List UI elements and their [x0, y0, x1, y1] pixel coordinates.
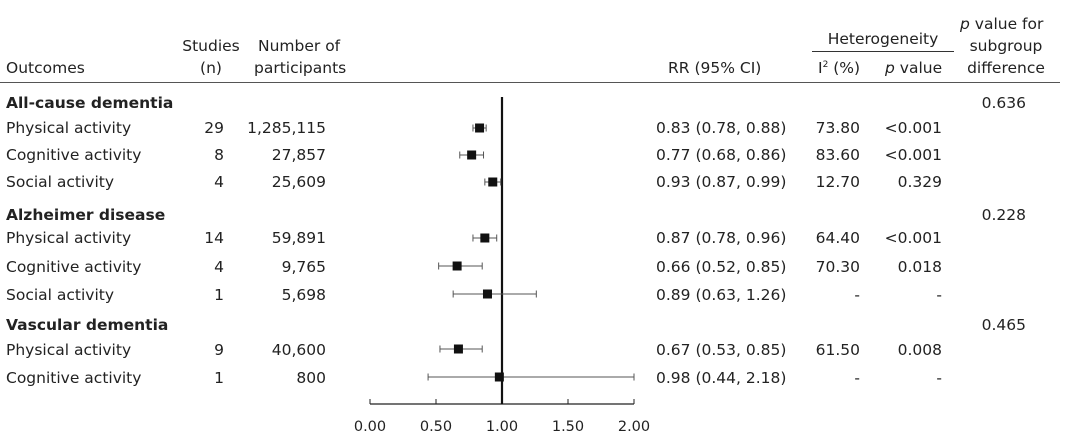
point-estimate	[488, 177, 498, 187]
row-participants: 40,600	[271, 341, 326, 359]
row-label: Social activity	[6, 286, 115, 304]
row-rr: 0.77 (0.68, 0.86)	[656, 146, 787, 164]
header-studies: Studies	[182, 37, 240, 55]
row-studies: 1	[214, 286, 224, 304]
row-rr: 0.66 (0.52, 0.85)	[656, 258, 787, 276]
row-participants: 27,857	[271, 146, 326, 164]
point-estimate	[494, 372, 504, 382]
row-i2: -	[854, 369, 860, 387]
row-i2: 83.60	[815, 146, 860, 164]
group-title: Vascular dementia	[6, 316, 169, 334]
row-label: Social activity	[6, 173, 115, 191]
row-label: Physical activity	[6, 119, 132, 137]
row-studies: 4	[214, 258, 224, 276]
row-participants: 5,698	[281, 286, 326, 304]
row-rr: 0.67 (0.53, 0.85)	[656, 341, 787, 359]
row-participants: 9,765	[281, 258, 326, 276]
group-subgroup-p: 0.465	[981, 316, 1026, 334]
row-studies: 8	[214, 146, 224, 164]
point-estimate	[467, 150, 477, 160]
row-rr: 0.93 (0.87, 0.99)	[656, 173, 787, 191]
row-studies: 29	[204, 119, 224, 137]
row-studies: 14	[204, 229, 224, 247]
group-title: Alzheimer disease	[6, 206, 166, 224]
row-participants: 25,609	[271, 173, 326, 191]
header-subgroup-2: subgroup	[969, 37, 1043, 55]
row-studies: 4	[214, 173, 224, 191]
header-p-value: p value	[885, 59, 943, 77]
x-tick-label: 1.00	[486, 419, 518, 435]
header-subgroup-1: p value for	[960, 15, 1044, 33]
point-estimate	[480, 233, 490, 243]
row-p: <0.001	[884, 146, 942, 164]
header-i2: I2 (%)	[818, 59, 861, 77]
header-participants-2: participants	[254, 59, 347, 77]
x-tick-label: 2.00	[618, 419, 650, 435]
row-label: Cognitive activity	[6, 369, 142, 387]
group-subgroup-p: 0.636	[981, 94, 1026, 112]
row-i2: 70.30	[815, 258, 860, 276]
row-participants: 59,891	[271, 229, 326, 247]
row-studies: 1	[214, 369, 224, 387]
header-studies-n: (n)	[200, 59, 222, 77]
point-estimate	[482, 289, 492, 299]
row-p: -	[936, 286, 942, 304]
row-p: 0.018	[897, 258, 942, 276]
group-title: All-cause dementia	[6, 94, 174, 112]
row-participants: 1,285,115	[247, 119, 326, 137]
row-i2: -	[854, 286, 860, 304]
header-participants: Number of	[258, 37, 341, 55]
row-p: 0.008	[897, 341, 942, 359]
header-outcomes: Outcomes	[6, 59, 85, 77]
row-rr: 0.98 (0.44, 2.18)	[656, 369, 787, 387]
row-i2: 64.40	[815, 229, 860, 247]
x-tick-label: 1.50	[552, 419, 584, 435]
point-estimate	[475, 123, 485, 133]
point-estimate	[452, 261, 462, 271]
row-p: -	[936, 369, 942, 387]
row-i2: 73.80	[815, 119, 860, 137]
row-p: <0.001	[884, 119, 942, 137]
point-estimate	[453, 344, 463, 354]
row-participants: 800	[296, 369, 326, 387]
row-p: 0.329	[897, 173, 942, 191]
row-i2: 12.70	[815, 173, 860, 191]
row-i2: 61.50	[815, 341, 860, 359]
row-label: Physical activity	[6, 229, 132, 247]
row-rr: 0.87 (0.78, 0.96)	[656, 229, 787, 247]
x-tick-label: 0.50	[420, 419, 452, 435]
header-rr: RR (95% CI)	[668, 59, 762, 77]
row-rr: 0.89 (0.63, 1.26)	[656, 286, 787, 304]
row-label: Physical activity	[6, 341, 132, 359]
header-heterogeneity: Heterogeneity	[827, 30, 939, 48]
row-studies: 9	[214, 341, 224, 359]
heterogeneity-underline	[812, 51, 954, 52]
row-label: Cognitive activity	[6, 146, 142, 164]
row-rr: 0.83 (0.78, 0.88)	[656, 119, 787, 137]
row-label: Cognitive activity	[6, 258, 142, 276]
header-subgroup-3: difference	[967, 59, 1045, 77]
row-p: <0.001	[884, 229, 942, 247]
group-subgroup-p: 0.228	[981, 206, 1026, 224]
x-tick-label: 0.00	[354, 419, 386, 435]
header-rule	[0, 82, 1060, 83]
